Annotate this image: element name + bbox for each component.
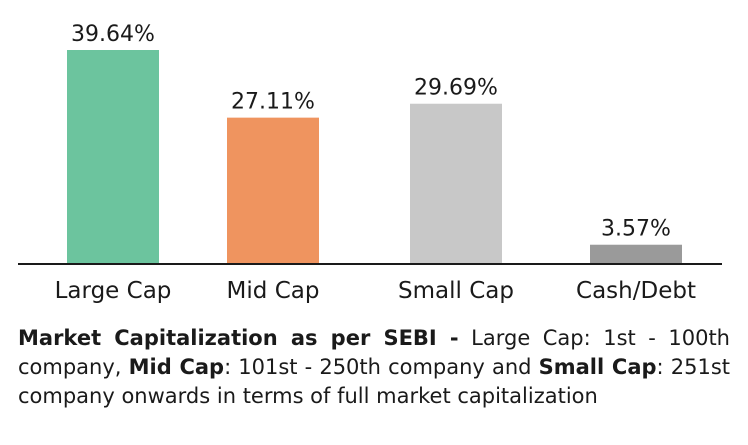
- category-label-mid-cap: Mid Cap: [227, 278, 320, 304]
- bar-large-cap: [67, 50, 159, 264]
- bar-cash-debt: [590, 244, 682, 264]
- bar-mid-cap: [227, 117, 319, 264]
- footnote-mid-term: Mid Cap: [128, 355, 225, 379]
- category-label-small-cap: Small Cap: [398, 278, 514, 304]
- footnote-mid-definition: : 101st - 250th company and: [224, 355, 532, 379]
- value-label-large-cap: 39.64%: [71, 22, 155, 47]
- footnote-lead: Market Capitalization as per SEBI -: [18, 326, 459, 350]
- footnote-small-definition: : 251st company onwards in terms of full…: [18, 355, 730, 408]
- value-labels-layer: 39.64% 27.11% 29.69% 3.57%: [71, 22, 671, 242]
- bar-small-cap: [410, 103, 502, 264]
- category-labels-layer: Large Cap Mid Cap Small Cap Cash/Debt: [55, 278, 696, 304]
- value-label-mid-cap: 27.11%: [231, 90, 315, 115]
- category-label-cash-debt: Cash/Debt: [576, 278, 696, 304]
- category-label-large-cap: Large Cap: [55, 278, 172, 304]
- value-label-cash-debt: 3.57%: [601, 217, 671, 242]
- market-cap-footnote: Market Capitalization as per SEBI - Larg…: [18, 324, 730, 411]
- footnote-small-term: Small Cap: [538, 355, 657, 379]
- market-cap-bar-chart: 39.64% 27.11% 29.69% 3.57% Large Cap Mid Cap…: [18, 22, 722, 304]
- bars-layer: [67, 50, 682, 264]
- value-label-small-cap: 29.69%: [414, 76, 498, 101]
- footnote-large-term: Large Cap: [471, 326, 584, 350]
- footnote-large-definition: : 1st - 100th company,: [18, 326, 730, 379]
